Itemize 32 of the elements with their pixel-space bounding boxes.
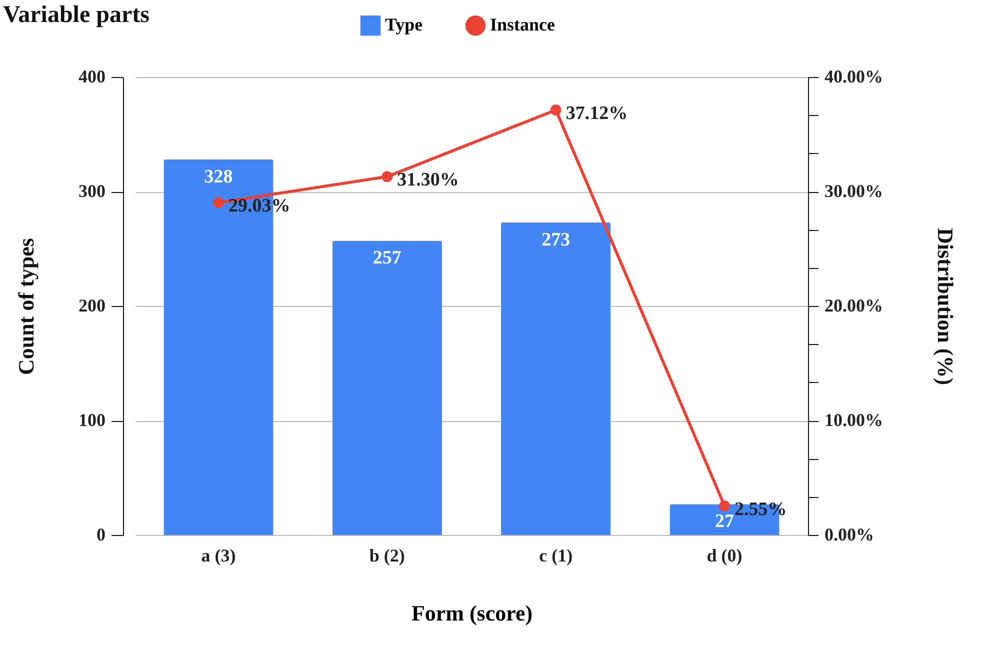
y-tick-label: 400 xyxy=(78,66,106,86)
data-label: 27 xyxy=(715,511,735,532)
point xyxy=(382,171,393,182)
y-tick-label: 100 xyxy=(78,410,106,430)
y2-tick-label: 30.00% xyxy=(824,181,883,201)
legend-label: Instance xyxy=(490,14,556,35)
x-axis-title: Form (score) xyxy=(411,600,533,626)
y2-axis-title: Distribution (%) xyxy=(933,228,958,386)
y2-tick-label: 40.00% xyxy=(824,66,883,86)
y-tick-label: 0 xyxy=(96,524,106,544)
x-tick-label: c (1) xyxy=(539,546,573,566)
y-tick-label: 200 xyxy=(78,296,106,316)
data-label: 273 xyxy=(542,229,570,250)
x-tick-label: b (2) xyxy=(369,546,405,566)
y-tick-label: 300 xyxy=(78,181,106,201)
y2-tick-label: 0.00% xyxy=(824,524,874,544)
bar xyxy=(332,240,442,535)
x-tick-label: d (0) xyxy=(706,546,742,566)
point xyxy=(213,197,224,208)
chart-title: Variable parts xyxy=(3,2,150,28)
y2-tick-label: 20.00% xyxy=(824,296,883,316)
y-axis-title: Count of types xyxy=(14,238,38,375)
x-tick-label: a (3) xyxy=(201,546,236,566)
point xyxy=(719,500,730,512)
data-label: 37.12% xyxy=(566,102,628,124)
data-label: 31.30% xyxy=(397,170,459,191)
data-label: 257 xyxy=(372,248,402,269)
bar xyxy=(501,222,611,535)
y2-tick-label: 10.00% xyxy=(824,410,883,430)
legend-label: Type xyxy=(385,14,423,35)
point xyxy=(550,104,562,116)
data-label: 328 xyxy=(204,166,233,188)
